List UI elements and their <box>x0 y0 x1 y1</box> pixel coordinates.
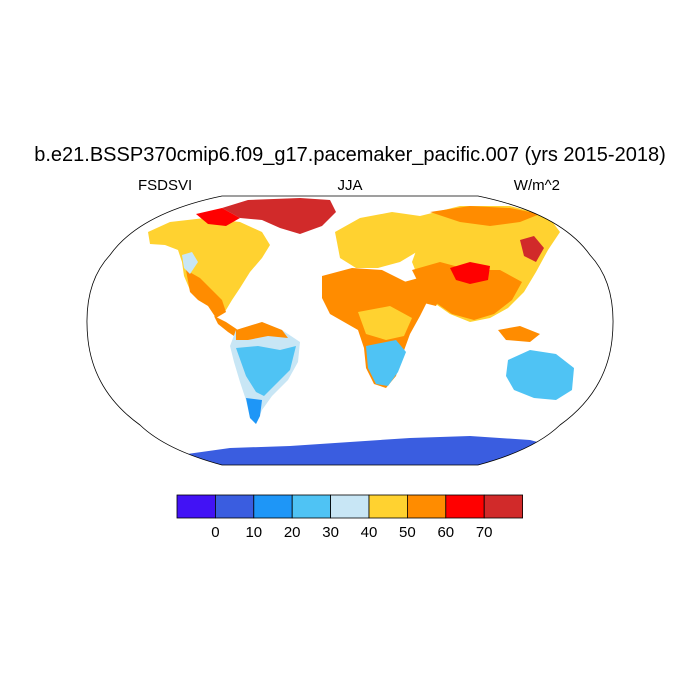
colorbar-swatch <box>445 494 485 519</box>
colorbar-swatch <box>253 494 293 519</box>
colorbar-swatch <box>214 494 255 519</box>
asia-south-orange <box>412 262 522 320</box>
map-boundary <box>86 195 614 466</box>
south-america-north-orange <box>236 322 288 340</box>
south-america-center-blue <box>236 346 296 396</box>
colorbar-swatch <box>291 494 332 519</box>
north-america-blue-patch <box>182 252 198 274</box>
south-america-south-blue <box>246 398 262 424</box>
east-asia-red <box>520 236 544 262</box>
arctic-canada-land <box>196 208 240 226</box>
africa-south-blue <box>366 340 406 386</box>
colorbar-tick-label: 10 <box>245 524 263 541</box>
colorbar-tick-label: 20 <box>283 524 301 541</box>
siberia-north-orange <box>430 206 540 226</box>
maritime-asia-land <box>498 326 540 342</box>
colorbar-swatch <box>483 494 524 519</box>
australia-land <box>506 350 574 400</box>
colorbar-tick-label: 40 <box>360 524 378 541</box>
antarctica-land <box>140 436 560 465</box>
africa-central-yellow <box>358 306 412 340</box>
colorbar-swatch <box>406 494 447 519</box>
colorbar <box>176 494 524 519</box>
greenland-land <box>222 198 336 234</box>
colorbar-tick-label: 50 <box>399 524 416 541</box>
colorbar-tick-label: 70 <box>475 524 493 541</box>
colorbar-tick-label: 0 <box>211 524 220 541</box>
land-fill-layer <box>140 198 574 465</box>
colorbar-swatch <box>330 494 370 519</box>
north-america-south-orange <box>186 270 226 318</box>
variable-label: FSDSVI <box>138 177 193 194</box>
colorbar-tick-label: 30 <box>322 524 339 541</box>
units-label: W/m^2 <box>513 177 560 194</box>
plot-title: b.e21.BSSP370cmip6.f09_g17.pacemaker_pac… <box>34 144 666 166</box>
colorbar-swatch <box>176 494 216 519</box>
colorbar-swatch <box>368 494 408 519</box>
arabia-land <box>404 276 444 306</box>
asia-highland-red <box>450 262 490 284</box>
colorbar-tick-label: 60 <box>437 524 455 541</box>
north-america-land <box>148 218 270 318</box>
season-label: JJA <box>337 177 363 194</box>
europe-land <box>335 212 430 268</box>
